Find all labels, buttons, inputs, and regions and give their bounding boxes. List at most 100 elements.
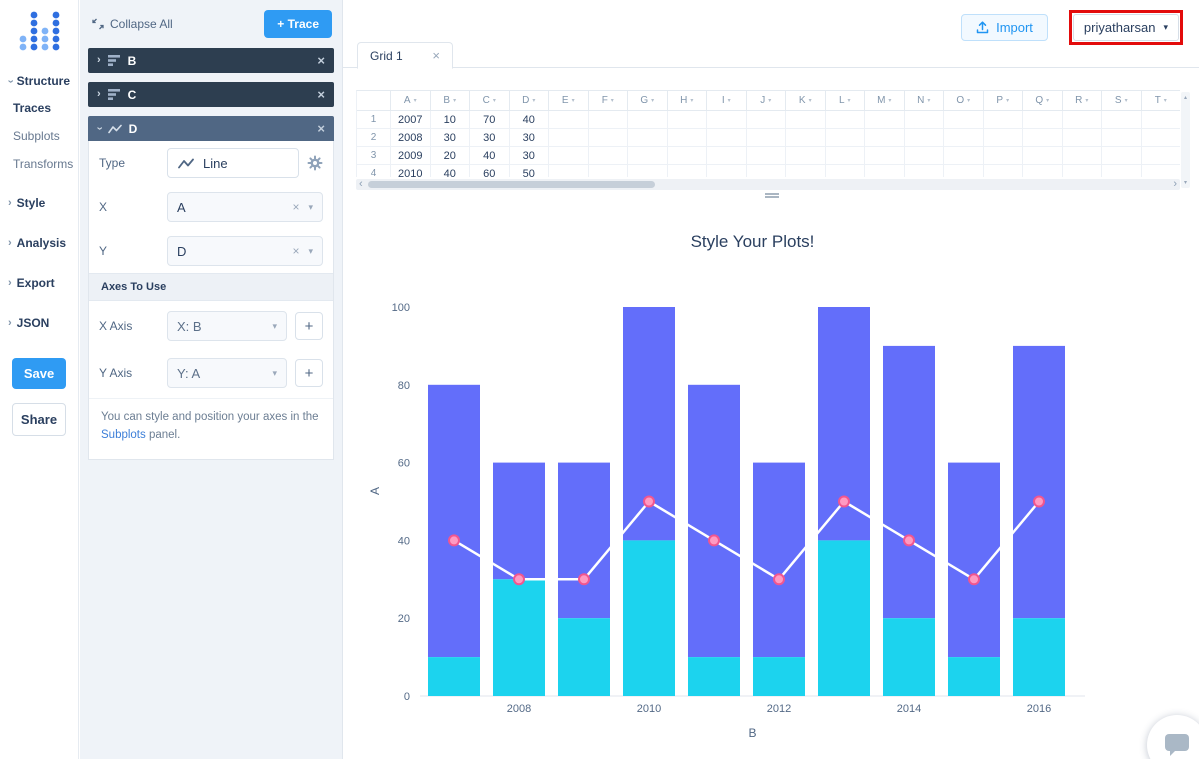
data-grid[interactable]: A ▾ B ▾ C ▾ D ▾ E ▾ F ▾ G ▾ H ▾ I ▾ J ▾ K ▾ L ▾ M ▾ N ▾ O ▾ P ▾ Q ▾ R ▾ S ▾ T ▾…: [356, 90, 1180, 177]
filter-caret-icon[interactable]: ▾: [1046, 98, 1050, 104]
line-marker[interactable]: [773, 573, 785, 586]
grid-cell[interactable]: [1142, 165, 1181, 177]
bar-segment-c[interactable]: [558, 462, 610, 619]
grid-cell[interactable]: 2008: [391, 129, 431, 147]
bar-segment-c[interactable]: [493, 462, 545, 580]
horizontal-scrollbar[interactable]: ‹ ›: [356, 178, 1180, 190]
grid-cell[interactable]: [865, 129, 905, 147]
grid-column-header[interactable]: G ▾: [628, 91, 668, 111]
filter-caret-icon[interactable]: ▾: [1085, 98, 1089, 104]
filter-caret-icon[interactable]: ▾: [413, 98, 417, 104]
grid-cell[interactable]: 30: [509, 147, 549, 165]
filter-caret-icon[interactable]: ▾: [727, 98, 731, 104]
x-axis-select[interactable]: X: B ▾: [167, 311, 287, 341]
grid-cell[interactable]: [589, 165, 628, 177]
grid-cell[interactable]: 30: [430, 129, 470, 147]
grid-cell[interactable]: [707, 165, 747, 177]
clear-icon[interactable]: ×: [292, 200, 300, 214]
line-marker[interactable]: [838, 495, 850, 508]
x-data-select[interactable]: A × ▾: [167, 192, 323, 222]
grid-cell[interactable]: [628, 129, 668, 147]
filter-caret-icon[interactable]: ▾: [768, 98, 772, 104]
grid-cell[interactable]: [1063, 165, 1102, 177]
grid-column-header[interactable]: R ▾: [1062, 91, 1102, 111]
filter-caret-icon[interactable]: ▾: [1006, 98, 1010, 104]
bar-segment-b[interactable]: [883, 618, 935, 696]
grid-cell[interactable]: [1062, 129, 1102, 147]
collapse-all-button[interactable]: Collapse All: [92, 17, 173, 31]
grid-row-number[interactable]: 3: [357, 147, 391, 165]
bar-segment-b[interactable]: [558, 618, 610, 696]
grid-cell[interactable]: [707, 111, 747, 129]
grid-cell[interactable]: [1102, 111, 1142, 129]
grid-cell[interactable]: [904, 147, 944, 165]
grid-cell[interactable]: 60: [470, 165, 510, 177]
line-marker[interactable]: [578, 573, 590, 586]
grid-column-header[interactable]: C ▾: [470, 91, 510, 111]
grid-cell[interactable]: [746, 147, 786, 165]
grid-column-header[interactable]: O ▾: [944, 91, 984, 111]
scroll-down-icon[interactable]: ▾: [1183, 180, 1187, 186]
filter-caret-icon[interactable]: ▾: [690, 98, 694, 104]
scroll-left-icon[interactable]: ‹: [359, 178, 363, 190]
grid-cell[interactable]: [588, 111, 628, 129]
grid-cell[interactable]: [786, 147, 826, 165]
grid-cell[interactable]: [983, 111, 1023, 129]
grid-column-header[interactable]: J ▾: [746, 91, 786, 111]
y-data-select[interactable]: D × ▾: [167, 236, 323, 266]
save-button[interactable]: Save: [12, 358, 66, 389]
grid-cell[interactable]: 30: [470, 129, 510, 147]
bar-segment-b[interactable]: [623, 540, 675, 696]
close-icon[interactable]: ×: [432, 48, 440, 63]
filter-caret-icon[interactable]: ▾: [1163, 98, 1167, 104]
grid-cell[interactable]: [983, 129, 1023, 147]
line-marker[interactable]: [643, 495, 655, 508]
grid-cell[interactable]: [549, 165, 589, 177]
grid-cell[interactable]: [1023, 147, 1063, 165]
filter-caret-icon[interactable]: ▾: [492, 98, 496, 104]
bar-segment-c[interactable]: [428, 384, 480, 658]
grid-cell[interactable]: [904, 111, 944, 129]
filter-caret-icon[interactable]: ▾: [532, 98, 536, 104]
nav-section-json[interactable]: › JSON: [0, 308, 78, 336]
grid-cell[interactable]: [905, 165, 944, 177]
grid-cell[interactable]: [747, 165, 786, 177]
grid-cell[interactable]: [628, 165, 668, 177]
grid-cell[interactable]: [1062, 111, 1102, 129]
filter-caret-icon[interactable]: ▾: [888, 98, 892, 104]
grid-column-header[interactable]: H ▾: [667, 91, 707, 111]
grid-column-header[interactable]: Q ▾: [1023, 91, 1063, 111]
line-marker[interactable]: [968, 573, 980, 586]
grid-cell[interactable]: [1141, 129, 1180, 147]
nav-item-transforms[interactable]: Transforms: [13, 157, 74, 171]
grid-cell[interactable]: [904, 129, 944, 147]
clear-icon[interactable]: ×: [292, 244, 300, 258]
grid-cell[interactable]: 40: [431, 165, 470, 177]
bar-segment-c[interactable]: [818, 307, 870, 541]
grid-cell[interactable]: [984, 165, 1023, 177]
bar-segment-c[interactable]: [948, 462, 1000, 658]
filter-caret-icon[interactable]: ▾: [808, 98, 812, 104]
bar-segment-c[interactable]: [1013, 345, 1065, 619]
add-y-axis-button[interactable]: +: [295, 359, 323, 387]
grid-column-header[interactable]: I ▾: [707, 91, 747, 111]
grid-cell[interactable]: [707, 147, 747, 165]
subplots-link[interactable]: Subplots: [101, 428, 146, 441]
close-icon[interactable]: ×: [317, 53, 325, 68]
grid-column-header[interactable]: L ▾: [825, 91, 865, 111]
grid-cell[interactable]: 40: [470, 147, 510, 165]
nav-section-export[interactable]: › Export: [0, 268, 78, 296]
grid-cell[interactable]: [667, 129, 707, 147]
close-icon[interactable]: ×: [317, 121, 325, 136]
grid-cell[interactable]: 2009: [391, 147, 431, 165]
grid-cell[interactable]: [668, 165, 707, 177]
bar-segment-b[interactable]: [1013, 618, 1065, 696]
grid-cell[interactable]: [1102, 147, 1142, 165]
bar-segment-c[interactable]: [753, 462, 805, 658]
bar-segment-b[interactable]: [688, 657, 740, 696]
add-trace-button[interactable]: + Trace: [264, 10, 332, 38]
line-marker[interactable]: [448, 534, 460, 547]
filter-caret-icon[interactable]: ▾: [453, 98, 457, 104]
grid-cell[interactable]: [825, 129, 865, 147]
bar-segment-c[interactable]: [883, 345, 935, 619]
